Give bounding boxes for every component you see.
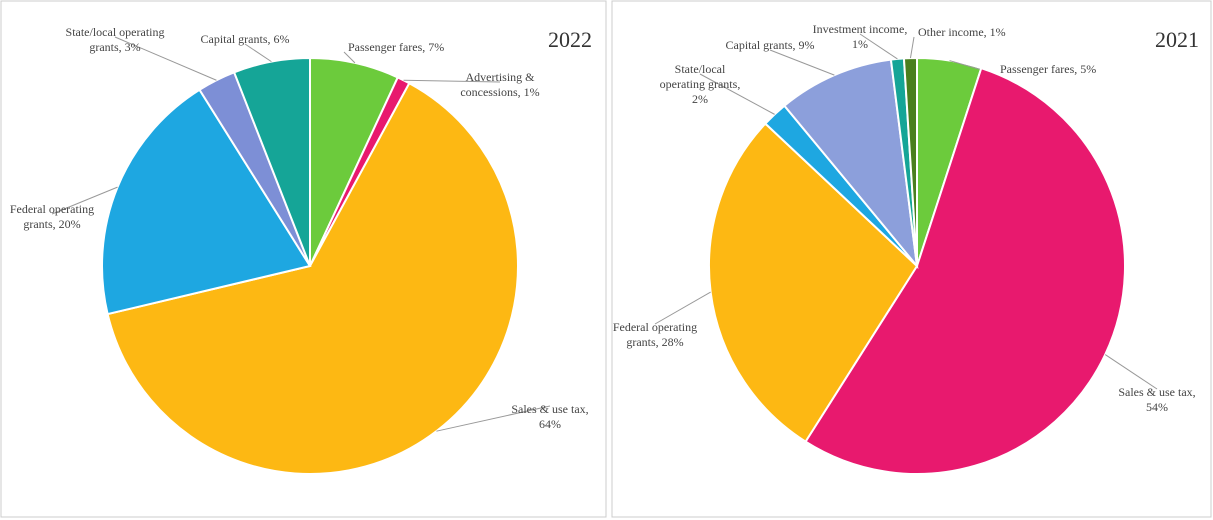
panel — [611, 0, 1212, 518]
leader-line — [114, 36, 217, 81]
leader-line — [699, 73, 775, 115]
leader-line — [343, 51, 356, 64]
slice-label: State/local operating grants, 2% — [660, 62, 741, 106]
slice-label: Sales & use tax, 64% — [511, 402, 588, 431]
slice-label: Capital grants, 9% — [726, 38, 815, 52]
slice-label: State/local operating grants, 3% — [66, 25, 165, 54]
pie-slice — [708, 122, 919, 444]
pie-slice — [783, 58, 919, 270]
chart-title: 2022 — [548, 27, 592, 52]
pie-slice — [232, 56, 311, 267]
slice-label: Investment income, 1% — [813, 22, 908, 51]
leader-line — [859, 33, 898, 60]
leader-line — [244, 43, 272, 63]
leader-line — [909, 36, 915, 59]
slice-label: Passenger fares, 5% — [1000, 62, 1096, 76]
chart-title: 2021 — [1155, 27, 1199, 52]
slice-label: Federal operating grants, 20% — [10, 202, 94, 231]
leader-line — [654, 291, 711, 325]
pie-slice — [106, 81, 519, 475]
slice-label: Federal operating grants, 28% — [613, 320, 697, 349]
leader-line — [51, 186, 118, 215]
leader-line — [1104, 354, 1158, 390]
slice-label: Other income, 1% — [918, 25, 1006, 39]
slice-label: Capital grants, 6% — [201, 32, 290, 46]
slice-label: Passenger fares, 7% — [348, 40, 444, 54]
leader-line — [769, 49, 835, 76]
pie-slice — [804, 66, 1126, 475]
slice-label: Advertising & concessions, 1% — [460, 70, 539, 99]
slice-label: Sales & use tax, 54% — [1118, 385, 1195, 414]
leader-line — [403, 79, 501, 83]
leader-line — [436, 405, 551, 432]
panel — [0, 0, 607, 518]
